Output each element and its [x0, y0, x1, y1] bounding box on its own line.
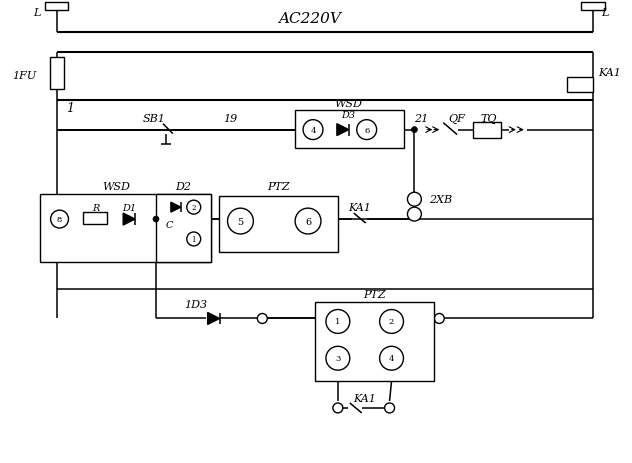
Text: WSD: WSD: [334, 99, 362, 108]
Circle shape: [257, 314, 267, 324]
Text: 4: 4: [310, 126, 316, 134]
Text: 2XB: 2XB: [429, 195, 453, 205]
Text: L: L: [602, 8, 609, 18]
Bar: [45, 3, 68, 11]
Circle shape: [187, 201, 201, 215]
Bar: [473, 122, 501, 138]
Text: D1: D1: [122, 203, 136, 212]
Bar: [568, 78, 593, 93]
Circle shape: [408, 193, 422, 206]
Bar: [295, 111, 404, 148]
Text: 6: 6: [364, 126, 369, 134]
Text: PTZ: PTZ: [267, 182, 289, 192]
Circle shape: [380, 347, 403, 370]
Text: KA1: KA1: [353, 393, 376, 403]
Bar: [156, 195, 210, 262]
Text: 21: 21: [415, 113, 428, 124]
Text: 8: 8: [57, 216, 62, 224]
Bar: [49, 58, 64, 90]
Text: WSD: WSD: [102, 182, 130, 192]
Bar: [219, 197, 338, 252]
Polygon shape: [123, 213, 135, 225]
Text: KA1: KA1: [348, 203, 371, 213]
Text: SB1: SB1: [143, 113, 166, 124]
Text: D3: D3: [341, 111, 355, 120]
Circle shape: [385, 403, 394, 413]
Polygon shape: [171, 203, 181, 213]
Text: 1D3: 1D3: [184, 299, 207, 309]
Circle shape: [411, 127, 417, 133]
Text: 1: 1: [335, 318, 341, 326]
Bar: [581, 3, 605, 11]
Circle shape: [356, 120, 377, 140]
Bar: [315, 302, 434, 381]
Text: 1: 1: [191, 236, 196, 244]
Text: D2: D2: [175, 182, 191, 192]
Circle shape: [187, 232, 201, 246]
Circle shape: [408, 208, 422, 222]
Text: KA1: KA1: [599, 68, 621, 78]
Text: TQ: TQ: [481, 113, 497, 124]
Bar: [40, 195, 210, 262]
Text: L: L: [33, 8, 40, 18]
Polygon shape: [208, 313, 219, 325]
Text: 6: 6: [305, 217, 311, 226]
Circle shape: [295, 209, 321, 234]
Text: 19: 19: [223, 113, 238, 124]
Text: 3: 3: [335, 355, 341, 363]
Text: 1: 1: [66, 102, 75, 115]
Text: PTZ: PTZ: [363, 289, 386, 299]
Circle shape: [153, 217, 159, 223]
Circle shape: [326, 310, 349, 334]
Circle shape: [303, 120, 323, 140]
Text: 1FU: 1FU: [13, 71, 37, 81]
Circle shape: [326, 347, 349, 370]
Text: C: C: [165, 220, 173, 229]
Bar: [83, 213, 107, 225]
Circle shape: [434, 314, 444, 324]
Text: 2: 2: [389, 318, 394, 326]
Circle shape: [380, 310, 403, 334]
Text: AC220V: AC220V: [279, 12, 341, 26]
Text: R: R: [93, 203, 100, 212]
Circle shape: [228, 209, 253, 234]
Polygon shape: [337, 125, 349, 136]
Circle shape: [333, 403, 343, 413]
Text: 5: 5: [238, 217, 243, 226]
Text: QF: QF: [449, 113, 466, 124]
Text: 2: 2: [191, 204, 196, 212]
Circle shape: [51, 211, 68, 229]
Text: 4: 4: [389, 355, 394, 363]
